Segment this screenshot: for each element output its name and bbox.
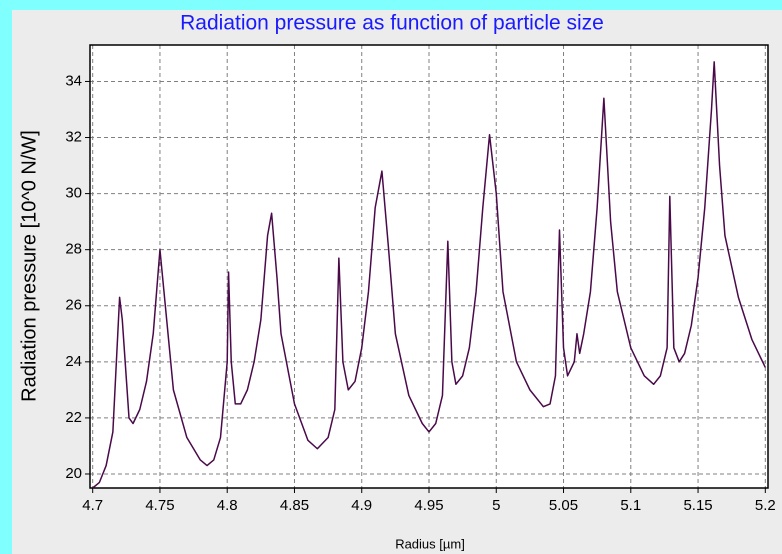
- y-tick-label: 28: [65, 241, 82, 258]
- x-tick-label: 4.95: [414, 497, 443, 514]
- y-tick-label: 32: [65, 128, 82, 145]
- y-tick-label: 34: [65, 72, 82, 89]
- y-axis-label: Radiation pressure [10^0 N/W]: [18, 130, 40, 402]
- x-tick-label: 4.9: [351, 497, 372, 514]
- x-tick-label: 5.15: [683, 497, 712, 514]
- x-tick-label: 5.05: [549, 497, 578, 514]
- x-tick-label: 5.2: [755, 497, 776, 514]
- x-tick-label: 4.7: [82, 497, 103, 514]
- x-tick-label: 4.85: [280, 497, 309, 514]
- x-tick-label: 4.8: [217, 497, 238, 514]
- y-tick-label: 24: [65, 353, 82, 370]
- x-tick-label: 5: [492, 497, 500, 514]
- x-tick-label: 4.75: [145, 497, 174, 514]
- y-tick-label: 22: [65, 409, 82, 426]
- chart-title: Radiation pressure as function of partic…: [180, 12, 604, 35]
- y-tick-label: 26: [65, 297, 82, 314]
- data-line: [92, 61, 766, 489]
- plot-border: [89, 44, 769, 489]
- x-tick-label: 5.1: [620, 497, 641, 514]
- y-tick-label: 30: [65, 185, 82, 202]
- y-tick-label: 20: [65, 465, 82, 482]
- x-axis-label: Radius [µm]: [395, 536, 465, 551]
